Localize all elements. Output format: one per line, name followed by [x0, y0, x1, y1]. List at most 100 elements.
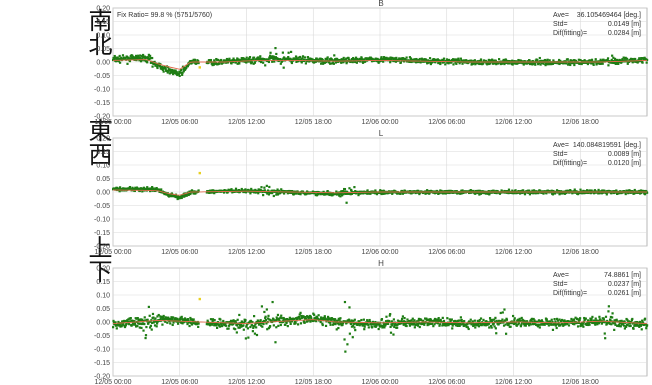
data-point-2-740 — [416, 320, 419, 323]
data-point-2-757 — [423, 323, 426, 326]
data-point-2-1143 — [581, 322, 585, 325]
y-tick-0-1: 0.15 — [96, 19, 110, 26]
data-point-2-609 — [362, 323, 365, 327]
data-point-0-1112 — [569, 63, 572, 67]
stat-value-2-0: 74.8861 [m] — [604, 272, 641, 279]
data-point-0-338 — [250, 61, 254, 64]
data-point-1-1014 — [528, 193, 532, 196]
data-point-2-132 — [166, 321, 169, 324]
data-point-2-543 — [335, 321, 338, 324]
data-point-2-1235 — [619, 325, 622, 328]
data-point-2-243 — [211, 318, 215, 321]
data-point-2-275 — [225, 324, 228, 327]
data-point-1-208 — [197, 189, 200, 192]
data-point-2-880 — [473, 319, 476, 322]
data-point-0-1122 — [573, 63, 576, 67]
data-point-2-1279 — [637, 324, 640, 327]
data-point-1-1144 — [582, 189, 585, 192]
data-point-2-120 — [161, 323, 164, 326]
data-point-2-1055 — [545, 318, 548, 321]
data-point-0-584 — [352, 56, 355, 60]
data-point-0-700 — [399, 61, 402, 64]
data-point-2-955 — [504, 323, 507, 326]
data-point-2-91 — [149, 320, 152, 323]
data-point-1-520 — [325, 192, 328, 196]
data-point-2-359 — [259, 319, 262, 322]
data-point-2-1236 — [620, 322, 623, 325]
data-point-2-1259 — [629, 324, 632, 328]
x-tick-2-6: 12/06 12:00 — [495, 379, 532, 385]
data-point-1-1173 — [594, 189, 597, 193]
data-point-1-543 — [335, 190, 338, 193]
data-point-1-75 — [142, 186, 146, 189]
data-point-1-889 — [477, 192, 480, 195]
y-tick-2-7: -0.15 — [94, 360, 110, 367]
data-point-0-1213 — [610, 58, 613, 62]
data-point-0-155 — [175, 71, 178, 74]
yellow-point-0-0 — [198, 66, 201, 69]
data-point-2-887 — [476, 319, 479, 323]
data-point-0-1191 — [601, 62, 604, 65]
data-point-2-122 — [162, 317, 165, 320]
data-point-0-835 — [455, 62, 458, 65]
data-point-2-832 — [454, 319, 457, 323]
data-point-2-338 — [250, 324, 254, 327]
data-point-2-1231 — [618, 323, 621, 326]
data-point-2-116 — [159, 317, 162, 320]
data-point-2-870 — [469, 318, 472, 321]
data-point-2-575 — [348, 306, 351, 309]
data-point-0-815 — [447, 60, 450, 63]
data-point-0-207 — [197, 60, 200, 63]
data-point-1-369 — [263, 189, 266, 192]
data-point-0-196 — [192, 58, 195, 61]
data-point-1-116 — [159, 189, 162, 192]
data-point-0-246 — [213, 59, 216, 62]
data-point-2-27 — [123, 319, 126, 323]
data-point-1-652 — [380, 190, 383, 193]
data-point-2-1020 — [531, 320, 534, 323]
data-point-0-832 — [454, 58, 457, 61]
data-point-2-126 — [163, 317, 166, 320]
data-point-2-56 — [135, 325, 138, 328]
data-point-1-304 — [236, 190, 240, 193]
data-point-0-150 — [173, 71, 176, 75]
data-point-0-160 — [177, 72, 180, 76]
data-point-2-865 — [467, 327, 470, 331]
data-point-2-1245 — [623, 327, 627, 330]
data-point-2-992 — [519, 325, 522, 328]
data-point-2-401 — [276, 313, 280, 317]
data-point-2-762 — [425, 317, 428, 320]
data-point-2-553 — [339, 317, 342, 320]
data-point-2-824 — [450, 318, 453, 321]
data-point-2-295 — [233, 320, 236, 323]
data-point-2-527 — [328, 318, 331, 321]
data-point-0-292 — [232, 61, 235, 64]
data-point-0-333 — [248, 56, 252, 59]
data-point-2-171 — [182, 318, 185, 321]
data-point-1-581 — [350, 192, 354, 195]
data-point-0-932 — [495, 63, 498, 66]
data-point-0-433 — [290, 50, 293, 54]
data-point-2-1212 — [610, 323, 613, 326]
data-point-2-78 — [144, 319, 147, 322]
data-point-0-238 — [209, 58, 213, 62]
data-point-0-751 — [420, 57, 423, 60]
data-point-2-905 — [484, 322, 487, 325]
data-point-0-1264 — [631, 61, 634, 64]
data-point-2-323 — [244, 337, 247, 340]
data-point-2-1204 — [606, 321, 610, 324]
data-point-2-318 — [242, 328, 245, 331]
data-point-0-515 — [323, 61, 326, 64]
data-point-1-456 — [299, 193, 302, 196]
data-point-0-324 — [245, 61, 248, 64]
data-point-0-3 — [113, 57, 116, 60]
data-point-0-657 — [382, 60, 385, 63]
data-point-2-87 — [147, 305, 150, 309]
data-point-2-585 — [352, 319, 355, 322]
data-point-0-525 — [327, 61, 331, 64]
data-point-2-944 — [500, 320, 503, 323]
data-point-2-927 — [493, 318, 496, 321]
data-point-2-47 — [131, 319, 134, 322]
data-point-0-1242 — [622, 56, 625, 59]
data-point-1-1234 — [619, 190, 622, 193]
